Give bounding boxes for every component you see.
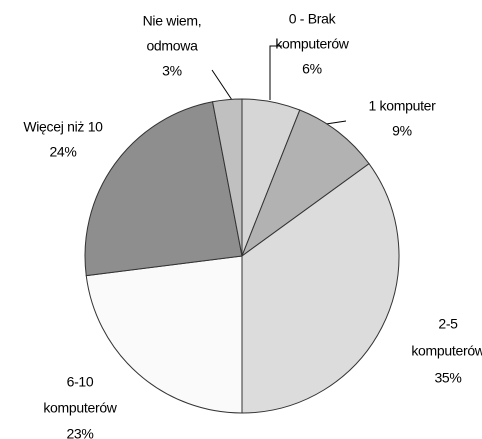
slice-label: 0 - Brak [289,11,337,27]
slice-label: 2-5 [438,316,458,332]
slice-label: komputerów [275,36,349,52]
slice-label: Nie wiem, [143,13,202,29]
value-label: 35% [434,370,461,386]
leader-line [211,69,233,101]
leader-line [325,120,347,125]
leader-line [269,45,282,100]
pie-slice [84,101,243,277]
slice-label: odmowa [146,38,198,54]
pie-slice [211,98,243,257]
value-label: 3% [162,63,182,79]
slice-label: Więcej niż 10 [23,119,103,135]
pie-slice [241,163,400,414]
value-label: 6% [302,61,322,77]
value-label: 9% [392,123,412,139]
slice-label: 1 komputer [368,98,436,114]
slice-label: 6-10 [67,374,94,390]
value-label: 23% [66,426,93,439]
pie-slice [240,109,370,258]
value-label: 24% [49,144,76,160]
pie-slice [85,255,243,414]
slice-label: komputerów [411,343,482,359]
slice-label: komputerów [43,400,117,416]
